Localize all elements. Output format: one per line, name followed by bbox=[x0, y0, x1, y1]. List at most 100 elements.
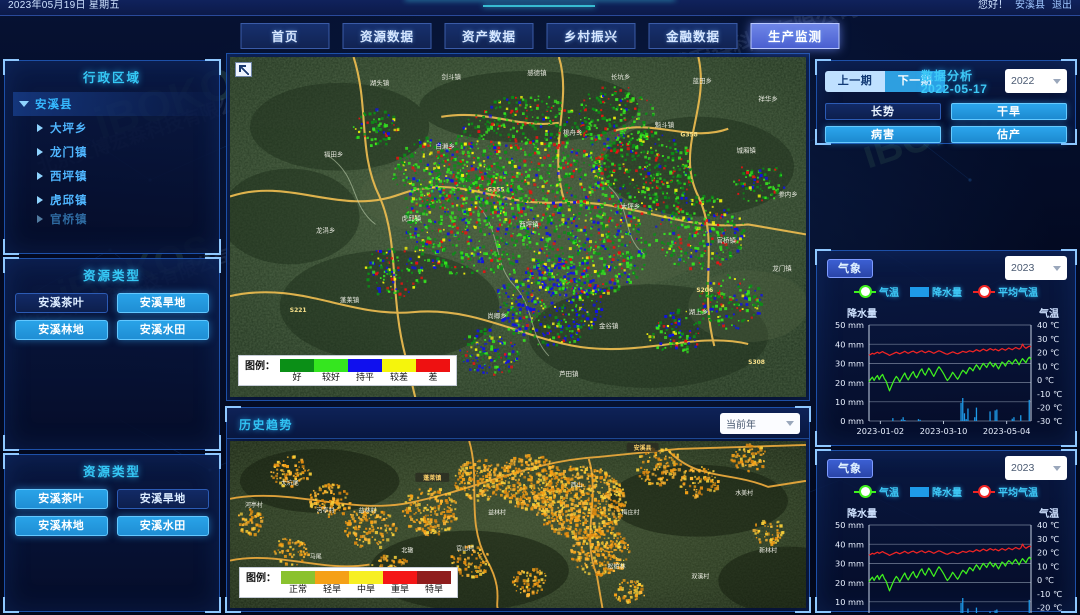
weather-right-axis-name-2: 气温 bbox=[1039, 509, 1059, 520]
weather-year-select-2[interactable]: 2023 bbox=[1005, 456, 1067, 480]
tree-node-longmenzhen[interactable]: 龙门镇 bbox=[13, 140, 211, 164]
chevron-down-icon[interactable] bbox=[1053, 265, 1061, 271]
legend-name-flat: 持平 bbox=[355, 372, 374, 382]
weather-year-select-1[interactable]: 2023 bbox=[1005, 256, 1067, 280]
chevron-right-icon[interactable] bbox=[37, 196, 43, 204]
resource-btn-dryland-1[interactable]: 安溪旱地 bbox=[116, 293, 209, 313]
chevron-right-icon[interactable] bbox=[37, 148, 43, 156]
svg-text:蓝田乡: 蓝田乡 bbox=[693, 76, 712, 85]
tree-node-label: 虎邱镇 bbox=[50, 195, 88, 207]
legend-item-fair-poor: 较差 bbox=[382, 359, 416, 383]
analysis-year-select[interactable]: 2022 bbox=[1005, 69, 1067, 93]
main-map-frame[interactable]: 湖头镇 剑斗镇 感德镇 长坑乡 蓝田乡 祥华乡 福田乡 白濑乡 桃舟乡 魁斗镇 城厢镇 参内… bbox=[230, 57, 806, 397]
nav-tab-production[interactable]: 生产监测 bbox=[750, 23, 840, 49]
top-bar: 2023年05月19日 星期五 您好！ 安溪县 退出 bbox=[0, 0, 1080, 16]
nav-tab-home[interactable]: 首页 bbox=[240, 23, 330, 49]
legend-color-fair-good bbox=[314, 359, 348, 372]
legend-temp-label-2: 气温 bbox=[879, 488, 899, 499]
tree-root-anxi[interactable]: 安溪县 bbox=[13, 92, 211, 116]
nav-tab-resource[interactable]: 资源数据 bbox=[342, 23, 432, 49]
legend-swatches: 正常 轻旱 中旱 重旱 特旱 bbox=[281, 571, 451, 595]
legend-name-fair-poor: 较差 bbox=[389, 372, 408, 382]
analysis-btn-drought[interactable]: 干旱 bbox=[951, 103, 1067, 120]
resource-btn-paddy-1[interactable]: 安溪水田 bbox=[116, 320, 209, 340]
tree-node-label: 大坪乡 bbox=[50, 123, 88, 135]
resource-btn-tea-1[interactable]: 安溪茶叶 bbox=[15, 293, 108, 313]
nav-tab-asset[interactable]: 资产数据 bbox=[444, 23, 534, 49]
chevron-down-icon[interactable] bbox=[786, 421, 794, 426]
legend-name-severe: 重旱 bbox=[390, 584, 409, 594]
legend-name-medium: 中旱 bbox=[356, 584, 375, 594]
legend-temp-1[interactable]: 气温 bbox=[854, 284, 899, 299]
resource-panel-2-title: 资源类型 bbox=[82, 465, 141, 479]
tree-node-huqiuzhen[interactable]: 虎邱镇 bbox=[13, 188, 211, 212]
svg-text:虎邱镇: 虎邱镇 bbox=[402, 213, 422, 222]
legend-precip-2[interactable]: 降水量 bbox=[910, 484, 962, 499]
tree-node-dapingxiang[interactable]: 大坪乡 bbox=[13, 116, 211, 140]
legend-color-normal bbox=[281, 571, 315, 584]
chevron-down-icon[interactable] bbox=[1053, 78, 1061, 84]
chevron-down-icon[interactable] bbox=[1053, 465, 1061, 471]
weather-right-axis-name-1: 气温 bbox=[1039, 309, 1059, 320]
svg-text:芦田镇: 芦田镇 bbox=[559, 369, 579, 378]
analysis-btn-yield[interactable]: 估产 bbox=[951, 126, 1067, 143]
chevron-right-icon[interactable] bbox=[37, 214, 43, 223]
weather-year-value-2: 2023 bbox=[1011, 462, 1035, 474]
resource-btn-forest-1[interactable]: 安溪林地 bbox=[15, 320, 108, 340]
weather-left-axis-name-2: 降水量 bbox=[847, 509, 877, 520]
line-marker-icon bbox=[973, 487, 995, 496]
legend-temp-2[interactable]: 气温 bbox=[854, 484, 899, 499]
header-username[interactable]: 安溪县 bbox=[1015, 0, 1045, 11]
legend-temp-label-1: 气温 bbox=[879, 288, 899, 299]
chevron-down-icon[interactable] bbox=[19, 101, 29, 107]
legend-avgtemp-2[interactable]: 平均气温 bbox=[973, 484, 1038, 499]
svg-text:G355: G355 bbox=[487, 187, 504, 194]
legend-item-good: 好 bbox=[280, 359, 314, 383]
svg-text:感德镇: 感德镇 bbox=[527, 68, 547, 77]
history-year-select[interactable]: 当前年 bbox=[720, 413, 800, 434]
resource-btn-paddy-2[interactable]: 安溪水田 bbox=[116, 516, 209, 536]
analysis-btn-disease[interactable]: 病害 bbox=[825, 126, 941, 143]
weather-tag-2[interactable]: 气象 bbox=[827, 459, 873, 478]
chevron-right-icon[interactable] bbox=[37, 172, 43, 180]
svg-text:祥华乡: 祥华乡 bbox=[758, 94, 777, 103]
nav-tab-rural[interactable]: 乡村振兴 bbox=[546, 23, 636, 49]
weather-year-value-1: 2023 bbox=[1011, 262, 1035, 274]
resource-btn-tea-2[interactable]: 安溪茶叶 bbox=[15, 489, 108, 509]
main-map-panel: 湖头镇 剑斗镇 感德镇 长坑乡 蓝田乡 祥华乡 福田乡 白濑乡 桃舟乡 魁斗镇 城厢镇 参内… bbox=[226, 53, 810, 401]
svg-text:S206: S206 bbox=[696, 287, 713, 294]
nav-tab-finance[interactable]: 金融数据 bbox=[648, 23, 738, 49]
history-map-frame[interactable]: 大坑尾 河亭村 河亭村 益林村 北辙 官山村 益林村 马尾 西山 梅庄村 松柏林 双溪村 水… bbox=[230, 441, 806, 608]
resource-btn-forest-2[interactable]: 安溪林地 bbox=[15, 516, 108, 536]
legend-precip-1[interactable]: 降水量 bbox=[910, 284, 962, 299]
tree-node-xipingzhen[interactable]: 西坪镇 bbox=[13, 164, 211, 188]
logout-link[interactable]: 退出 bbox=[1052, 0, 1072, 11]
legend-avgtemp-1[interactable]: 平均气温 bbox=[973, 284, 1038, 299]
svg-text:G358: G358 bbox=[680, 132, 697, 139]
header-greeting: 您好！ bbox=[978, 0, 1008, 11]
legend-avgtemp-label-1: 平均气温 bbox=[998, 288, 1038, 299]
svg-text:官桥镇: 官桥镇 bbox=[717, 235, 737, 244]
tree-node-partial[interactable]: 官桥镇 bbox=[13, 212, 211, 225]
history-trend-header: 历史趋势 当前年 bbox=[227, 408, 809, 439]
legend-label: 图例： bbox=[246, 573, 276, 584]
analysis-btn-growth[interactable]: 长势 bbox=[825, 103, 941, 120]
resource-btn-dryland-2[interactable]: 安溪旱地 bbox=[116, 489, 209, 509]
chevron-right-icon[interactable] bbox=[37, 124, 43, 132]
legend-name-extreme: 特旱 bbox=[424, 584, 443, 594]
analysis-buttons: 长势 干旱 病害 估产 bbox=[825, 103, 1067, 143]
prev-period-button[interactable]: 上一期 bbox=[825, 71, 885, 92]
weather-tag-1[interactable]: 气象 bbox=[827, 259, 873, 278]
next-period-button[interactable]: 下一期 bbox=[885, 71, 945, 92]
weather-chart-1[interactable]: 0 mm 10 mm 20 mm 30 mm 40 mm 50 mm -30 ℃ -20 ℃ -… bbox=[817, 319, 1077, 447]
main-nav: 首页 资源数据 资产数据 乡村振兴 金融数据 生产监测 bbox=[240, 23, 840, 49]
legend-color-severe bbox=[383, 571, 417, 584]
svg-text:参内乡: 参内乡 bbox=[778, 190, 797, 199]
legend-color-fair-poor bbox=[382, 359, 416, 372]
expand-icon[interactable] bbox=[235, 62, 252, 77]
